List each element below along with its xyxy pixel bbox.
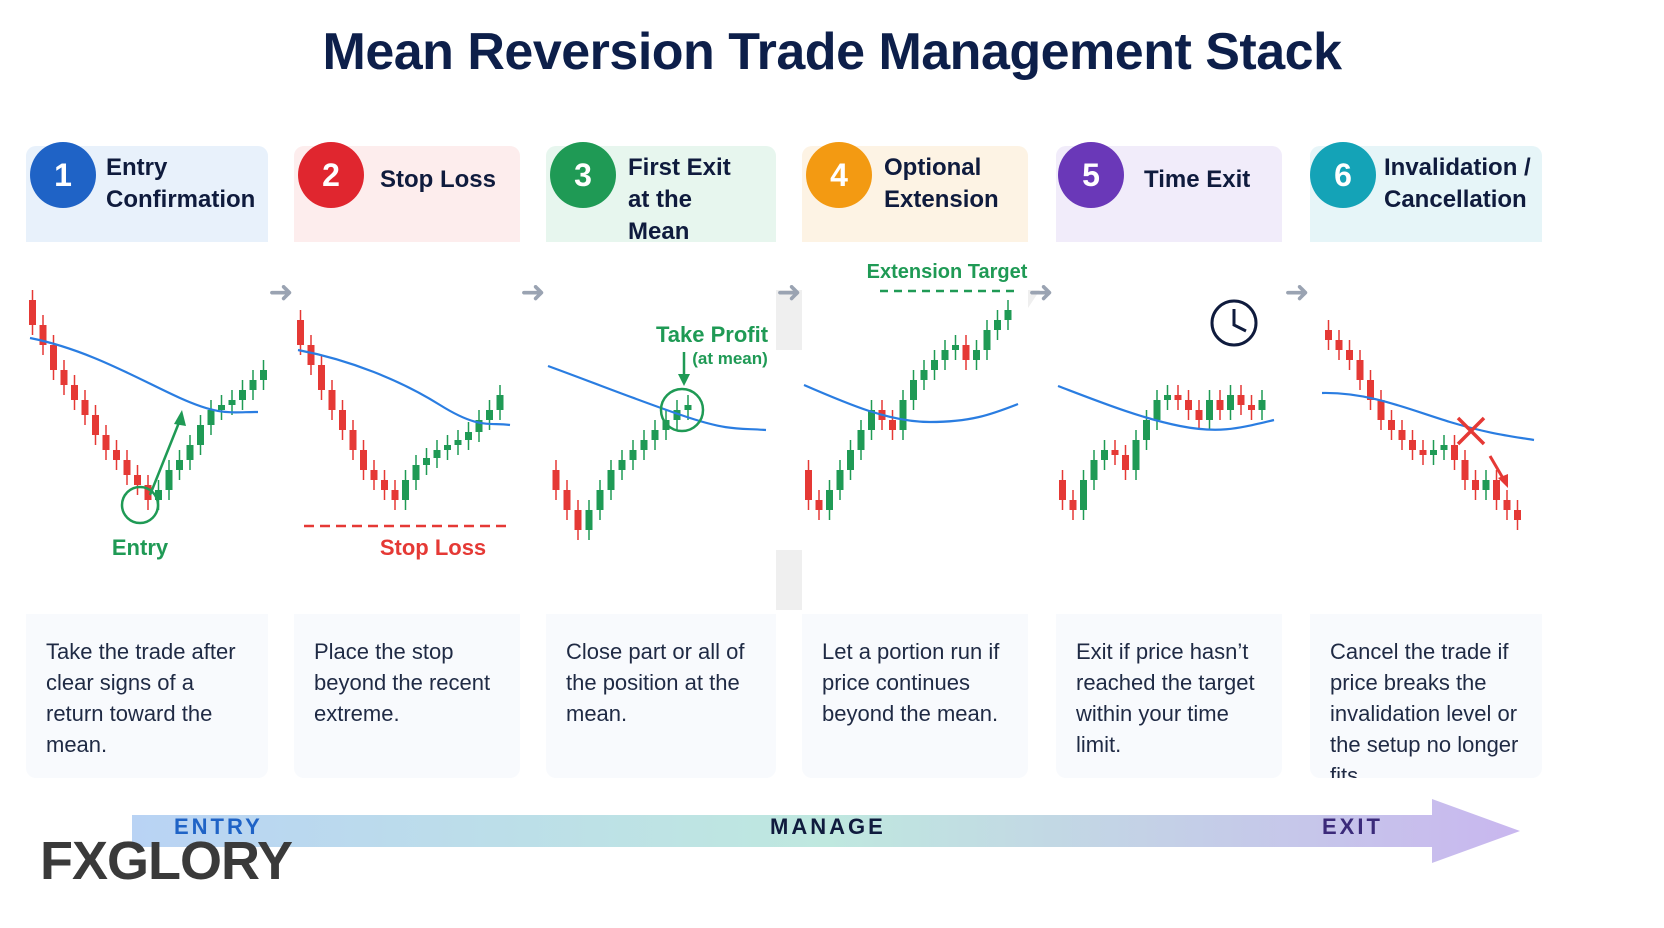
chart-panel xyxy=(26,242,268,614)
step-number-badge: 6 xyxy=(1310,142,1376,208)
flow-label-entry: ENTRY xyxy=(174,814,263,839)
step-description: Close part or all of the position at the… xyxy=(566,639,745,726)
step-title: Optional Extension xyxy=(884,154,999,213)
step-title: First Exit at the Mean xyxy=(628,154,731,245)
step-title: Entry Confirmation xyxy=(106,154,256,213)
step-number-badge: 3 xyxy=(550,142,616,208)
step-number-badge: 5 xyxy=(1058,142,1124,208)
step-description: Let a portion run if price continues bey… xyxy=(822,639,1000,726)
chart-panel xyxy=(1310,242,1542,614)
flow-arrow-bar xyxy=(132,799,1520,863)
step-card-optional-extension: Let a portion run if price continues bey… xyxy=(802,146,1028,778)
chart-panel xyxy=(802,242,1028,614)
chart-panel xyxy=(546,242,776,614)
chart-panel xyxy=(1056,242,1282,614)
step-number-badge: 1 xyxy=(30,142,96,208)
step-card-time-exit: Exit if price hasn’t reached the target … xyxy=(1056,146,1282,778)
next-step-arrow-icon: ➜ xyxy=(1284,276,1310,309)
chart-panel xyxy=(294,242,520,614)
step-card-invalidation: Cancel the trade if price breaks the inv… xyxy=(1310,146,1542,778)
flow-label-exit: EXIT xyxy=(1322,814,1383,839)
step-description: Place the stop beyond the recent extreme… xyxy=(314,639,491,726)
step-number-badge: 4 xyxy=(806,142,872,208)
step-title: Time Exit xyxy=(1144,166,1251,193)
next-step-arrow-icon: ➜ xyxy=(268,276,294,309)
step-title: Invalidation / Cancellation xyxy=(1384,154,1531,213)
step-title: Stop Loss xyxy=(380,166,497,193)
step-card-stop-loss: Place the stop beyond the recent extreme… xyxy=(294,146,520,778)
step-description: Exit if price hasn’t reached the target … xyxy=(1076,639,1255,757)
page-title: Mean Reversion Trade Management Stack xyxy=(322,23,1343,81)
flow-label-manage: MANAGE xyxy=(770,814,886,839)
step-number-badge: 2 xyxy=(298,142,364,208)
next-step-arrow-icon: ➜ xyxy=(520,276,546,309)
step-description: Cancel the trade if price breaks the inv… xyxy=(1330,639,1519,778)
step-card-entry-confirmation: Take the trade after clear signs of a re… xyxy=(26,146,268,778)
step-description: Take the trade after clear signs of a re… xyxy=(46,639,236,757)
brand-logo: FXGLORY xyxy=(40,831,293,891)
next-step-arrow-icon: ➜ xyxy=(1028,276,1054,309)
next-step-arrow-icon: ➜ xyxy=(776,276,802,309)
